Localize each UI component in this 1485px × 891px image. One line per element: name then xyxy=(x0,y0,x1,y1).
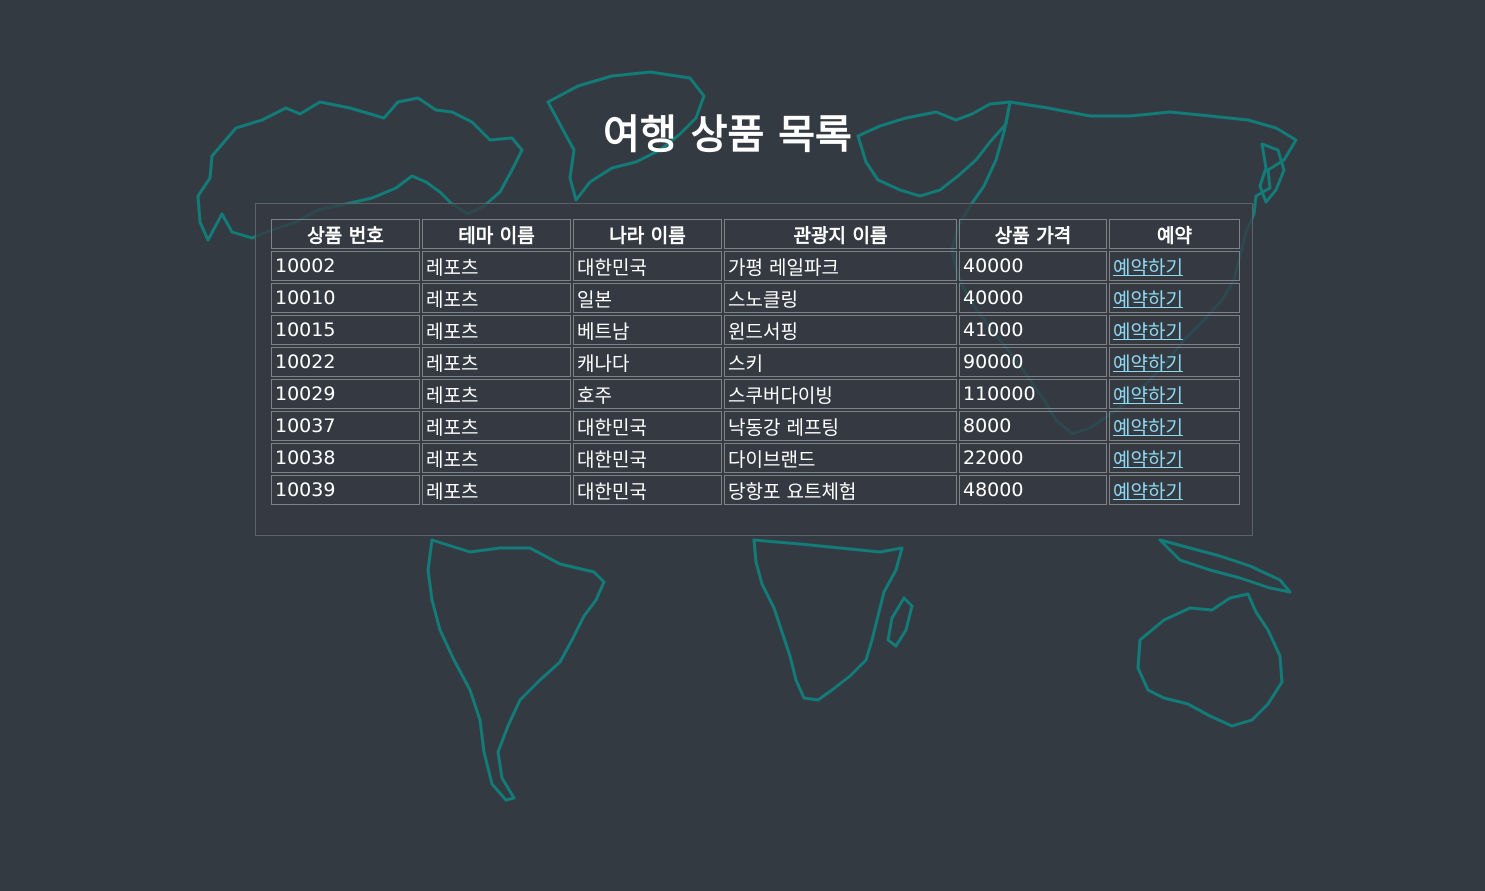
cell-country: 대한민국 xyxy=(573,475,722,505)
table-row: 10037 레포츠 대한민국 낙동강 레프팅 8000 예약하기 xyxy=(271,411,1240,441)
cell-price: 22000 xyxy=(959,443,1107,473)
table-row: 10039 레포츠 대한민국 당항포 요트체험 48000 예약하기 xyxy=(271,475,1240,505)
book-link[interactable]: 예약하기 xyxy=(1113,480,1183,503)
cell-spot: 스노클링 xyxy=(724,283,957,313)
header-theme-name: 테마 이름 xyxy=(422,219,571,249)
cell-spot: 다이브랜드 xyxy=(724,443,957,473)
page-title: 여행 상품 목록 xyxy=(603,112,852,158)
table-row: 10015 레포츠 베트남 윈드서핑 41000 예약하기 xyxy=(271,315,1240,345)
cell-theme: 레포츠 xyxy=(422,315,571,345)
header-country-name: 나라 이름 xyxy=(573,219,722,249)
cell-product-id: 10015 xyxy=(271,315,420,345)
cell-reservation: 예약하기 xyxy=(1109,251,1240,281)
cell-country: 대한민국 xyxy=(573,251,722,281)
table-row: 10002 레포츠 대한민국 가평 레일파크 40000 예약하기 xyxy=(271,251,1240,281)
cell-reservation: 예약하기 xyxy=(1109,411,1240,441)
cell-spot: 가평 레일파크 xyxy=(724,251,957,281)
cell-product-id: 10010 xyxy=(271,283,420,313)
table-row: 10010 레포츠 일본 스노클링 40000 예약하기 xyxy=(271,283,1240,313)
cell-reservation: 예약하기 xyxy=(1109,283,1240,313)
cell-country: 대한민국 xyxy=(573,411,722,441)
product-table-panel: 상품 번호 테마 이름 나라 이름 관광지 이름 상품 가격 예약 10002 … xyxy=(255,203,1253,536)
header-product-id: 상품 번호 xyxy=(271,219,420,249)
cell-theme: 레포츠 xyxy=(422,475,571,505)
header-reservation: 예약 xyxy=(1109,219,1240,249)
cell-product-id: 10002 xyxy=(271,251,420,281)
cell-theme: 레포츠 xyxy=(422,347,571,377)
cell-theme: 레포츠 xyxy=(422,379,571,409)
cell-product-id: 10029 xyxy=(271,379,420,409)
cell-price: 8000 xyxy=(959,411,1107,441)
cell-spot: 낙동강 레프팅 xyxy=(724,411,957,441)
cell-theme: 레포츠 xyxy=(422,411,571,441)
cell-reservation: 예약하기 xyxy=(1109,315,1240,345)
table-row: 10038 레포츠 대한민국 다이브랜드 22000 예약하기 xyxy=(271,443,1240,473)
table-row: 10022 레포츠 캐나다 스키 90000 예약하기 xyxy=(271,347,1240,377)
madagascar-outline xyxy=(886,596,914,648)
cell-theme: 레포츠 xyxy=(422,251,571,281)
table-row: 10029 레포츠 호주 스쿠버다이빙 110000 예약하기 xyxy=(271,379,1240,409)
cell-spot: 스키 xyxy=(724,347,957,377)
cell-country: 대한민국 xyxy=(573,443,722,473)
cell-reservation: 예약하기 xyxy=(1109,347,1240,377)
cell-product-id: 10039 xyxy=(271,475,420,505)
cell-theme: 레포츠 xyxy=(422,283,571,313)
table-header-row: 상품 번호 테마 이름 나라 이름 관광지 이름 상품 가격 예약 xyxy=(271,219,1240,249)
header-product-price: 상품 가격 xyxy=(959,219,1107,249)
cell-price: 40000 xyxy=(959,283,1107,313)
cell-product-id: 10037 xyxy=(271,411,420,441)
indonesia-outline xyxy=(1158,538,1292,594)
cell-price: 40000 xyxy=(959,251,1107,281)
cell-price: 48000 xyxy=(959,475,1107,505)
cell-country: 호주 xyxy=(573,379,722,409)
cell-reservation: 예약하기 xyxy=(1109,443,1240,473)
africa-outline xyxy=(752,538,904,702)
book-link[interactable]: 예약하기 xyxy=(1113,256,1183,279)
book-link[interactable]: 예약하기 xyxy=(1113,384,1183,407)
book-link[interactable]: 예약하기 xyxy=(1113,352,1183,375)
book-link[interactable]: 예약하기 xyxy=(1113,320,1183,343)
cell-product-id: 10022 xyxy=(271,347,420,377)
cell-spot: 윈드서핑 xyxy=(724,315,957,345)
cell-reservation: 예약하기 xyxy=(1109,379,1240,409)
cell-reservation: 예약하기 xyxy=(1109,475,1240,505)
cell-spot: 당항포 요트체험 xyxy=(724,475,957,505)
header-spot-name: 관광지 이름 xyxy=(724,219,957,249)
book-link[interactable]: 예약하기 xyxy=(1113,288,1183,311)
cell-price: 41000 xyxy=(959,315,1107,345)
australia-outline xyxy=(1136,592,1284,728)
cell-price: 110000 xyxy=(959,379,1107,409)
cell-country: 베트남 xyxy=(573,315,722,345)
cell-country: 일본 xyxy=(573,283,722,313)
product-table: 상품 번호 테마 이름 나라 이름 관광지 이름 상품 가격 예약 10002 … xyxy=(269,217,1242,507)
cell-product-id: 10038 xyxy=(271,443,420,473)
cell-price: 90000 xyxy=(959,347,1107,377)
book-link[interactable]: 예약하기 xyxy=(1113,448,1183,471)
cell-spot: 스쿠버다이빙 xyxy=(724,379,957,409)
south-america-outline xyxy=(426,538,606,802)
cell-country: 캐나다 xyxy=(573,347,722,377)
cell-theme: 레포츠 xyxy=(422,443,571,473)
book-link[interactable]: 예약하기 xyxy=(1113,416,1183,439)
